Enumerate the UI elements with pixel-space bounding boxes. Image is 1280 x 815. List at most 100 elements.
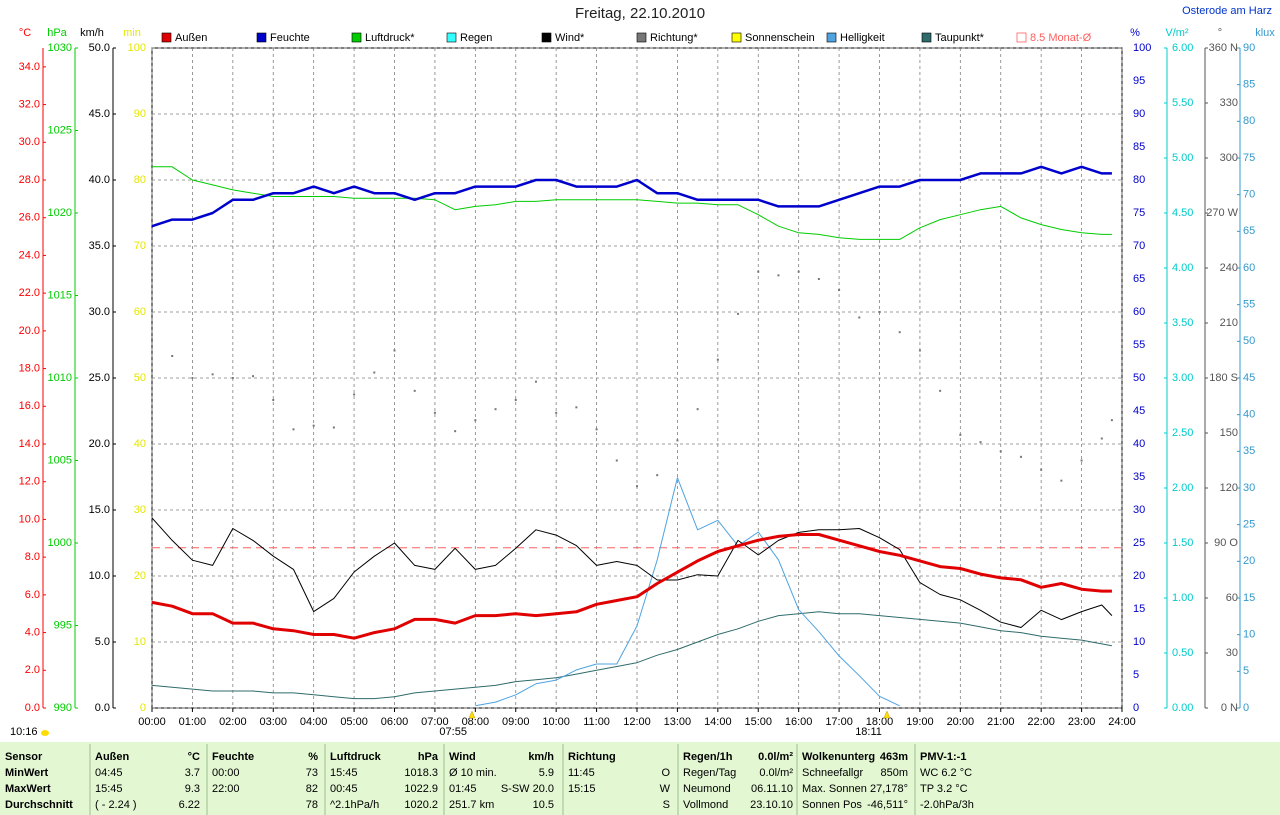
y-tick-label: 40 [1133,438,1145,450]
axis-title: ° [1218,27,1222,39]
y-tick-label: 1000 [48,537,72,549]
current-time: 10:16 [10,726,38,738]
y-tick-label: 1.50 [1172,537,1193,549]
direction-dot [999,450,1002,453]
y-tick-label: 2.50 [1172,427,1193,439]
stats-cell: MinWert [5,767,49,779]
legend-label: Regen [460,32,492,44]
direction-dot [433,411,436,414]
direction-dot [393,349,396,352]
stats-cell: 00:45 [330,783,358,795]
y-tick-label: 1005 [48,454,72,466]
y-tick-label: 5 [1133,669,1139,681]
direction-dot [555,411,558,414]
y-tick-label: 990 [54,702,72,714]
y-tick-label: 1020 [48,207,72,219]
x-tick-label: 15:00 [744,716,772,728]
y-tick-label: 55 [1243,299,1255,311]
y-tick-label: 330 [1220,97,1238,109]
x-tick-label: 13:00 [664,716,692,728]
y-tick-label: 35.0 [89,240,110,252]
x-tick-label: 07:00 [421,716,449,728]
stats-cell: 00:00 [212,767,240,779]
y-tick-label: 14.0 [19,438,40,450]
stats-cell: S [663,799,670,811]
y-tick-label: 5.50 [1172,97,1193,109]
y-tick-label: 270 W [1206,207,1238,219]
stats-cell: Wolkenunterg [802,751,875,763]
y-tick-label: 100 [128,42,146,54]
direction-dot [272,399,275,401]
legend-swatch [446,32,457,43]
y-tick-label: 70 [134,240,146,252]
direction-dot [979,441,982,444]
direction-dot [676,439,679,442]
stats-cell: Sonnen Pos [802,799,862,811]
x-tick-label: 00:00 [138,716,166,728]
y-tick-label: 34.0 [19,61,40,73]
x-tick-label: 18:00 [866,716,894,728]
y-tick-label: 0.00 [1172,702,1193,714]
y-tick-label: 0 N [1221,702,1238,714]
legend-label: 8.5 Monat-Ø [1030,32,1092,44]
direction-dot [838,289,841,291]
direction-dot [534,380,537,383]
y-tick-label: 10 [1243,629,1255,641]
direction-dot [373,371,376,374]
y-tick-label: 0 [1133,702,1139,714]
stats-cell: 1022.9 [404,783,438,795]
y-tick-label: 15.0 [89,504,110,516]
y-tick-label: 24.0 [19,249,40,261]
y-tick-label: 50 [134,372,146,384]
y-tick-label: 20.0 [89,438,110,450]
sunset-marker [883,710,891,719]
y-tick-label: 4.0 [25,626,40,638]
x-tick-label: 19:00 [906,716,934,728]
direction-dot [1060,479,1063,482]
axis-title: min [123,27,141,39]
y-tick-label: 90 O [1214,537,1238,549]
y-tick-label: 85 [1243,79,1255,91]
axis-title: klux [1255,27,1275,39]
sunrise-label: 07:55 [439,726,467,738]
stats-cell: 1018.3 [404,767,438,779]
direction-dot [716,358,719,361]
direction-dot [312,424,315,427]
direction-dot [858,316,861,319]
y-tick-label: 10.0 [19,513,40,525]
stats-cell: °C [188,751,200,763]
y-tick-label: 0 [1243,702,1249,714]
stats-cell: Regen/1h [683,751,733,763]
axis-title: V/m² [1165,27,1189,39]
legend-swatch [256,32,267,43]
stats-cell: 78 [306,799,318,811]
stats-cell: Sensor [5,751,43,763]
stats-background [0,742,1280,815]
x-tick-label: 09:00 [502,716,530,728]
stats-cell: ^2.1hPa/h [330,799,379,811]
y-tick-label: 50.0 [89,42,110,54]
direction-dot [191,377,194,379]
y-tick-label: 10.0 [89,570,110,582]
stats-cell: % [308,751,318,763]
sunset-label: 18:11 [855,726,882,738]
y-tick-label: 0 [140,702,146,714]
stats-cell: 82 [306,783,318,795]
y-tick-label: 0.0 [95,702,110,714]
y-tick-label: 8.0 [25,551,40,563]
y-tick-label: 40 [134,438,146,450]
stats-cell: 15:45 [330,767,358,779]
y-tick-label: 40 [1243,409,1255,421]
stats-cell: 6.22 [179,799,200,811]
y-tick-label: 0.0 [25,702,40,714]
y-tick-label: 45 [1133,405,1145,417]
direction-dot [231,377,234,379]
legend-swatch [1016,32,1027,43]
y-tick-label: 1015 [48,289,72,301]
series-line [151,611,1112,700]
stats-cell: 15:45 [95,783,123,795]
y-tick-label: 20 [1133,570,1145,582]
legend-swatch [921,32,932,43]
